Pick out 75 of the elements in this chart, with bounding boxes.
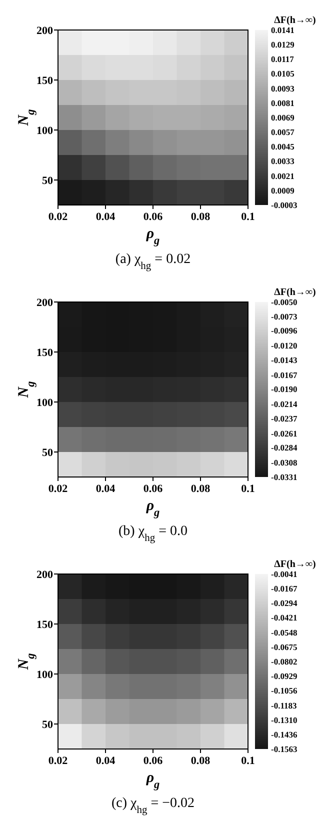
- text: (b) χ$_{hg}$ = 0.0: [118, 524, 188, 544]
- x-tick-label: 0.02: [48, 483, 68, 495]
- x-tick-label: 0.08: [190, 211, 211, 223]
- color-bar-label: 0.0045: [271, 142, 294, 152]
- color-bar-label: 0.0141: [271, 24, 294, 35]
- color-bar-label: 0.0057: [271, 127, 296, 138]
- color-bar-title: ΔF(h→∞): [274, 15, 316, 26]
- y-tick-label: 100: [36, 396, 54, 409]
- color-bar-label: -0.0308: [271, 458, 298, 468]
- x-tick-label: 0.04: [96, 755, 116, 767]
- x-tick-label: 0.04: [96, 211, 116, 223]
- x-axis-title: ρ$_{g}$: [145, 226, 160, 247]
- color-bar-label: -0.0167: [271, 370, 298, 380]
- color-bar-label: -0.0073: [271, 311, 298, 322]
- color-bar-label: -0.0284: [271, 442, 298, 453]
- y-tick-label: 100: [36, 124, 54, 137]
- color-bar-label: -0.0675: [271, 642, 298, 652]
- color-bar-label: -0.0143: [271, 354, 298, 365]
- color-bar-label: -0.0294: [271, 598, 298, 608]
- text: (a) χ$_{hg}$ = 0.02: [115, 252, 191, 272]
- color-bar-label: -0.0929: [271, 671, 298, 682]
- color-bar-label: -0.1056: [271, 686, 298, 696]
- color-bar-label: -0.1310: [271, 714, 298, 725]
- x-tick-label: 0.02: [48, 211, 68, 223]
- y-tick-label: 150: [36, 74, 54, 87]
- x-tick-label: 0.06: [143, 211, 164, 223]
- y-tick-label: 200: [36, 568, 54, 581]
- color-bar-label: 0.0093: [271, 83, 294, 94]
- color-bar-label: -0.1436: [271, 729, 298, 740]
- x-axis-title: ρ$_{g}$: [145, 498, 160, 519]
- color-bar-label: -0.1183: [271, 700, 297, 710]
- color-bar-label: -0.0096: [271, 326, 298, 336]
- color-bar-label: -0.0214: [271, 399, 298, 410]
- x-tick-label: 0.06: [143, 755, 164, 767]
- color-bar-label: -0.0802: [271, 656, 298, 666]
- color-bar-label: 0.0009: [271, 185, 294, 196]
- y-tick-label: 50: [42, 446, 54, 459]
- color-bar-label: 0.0105: [271, 68, 294, 79]
- text: (c) χ$_{hg}$ = −0.02: [111, 796, 195, 816]
- color-bar-label: -0.0003: [271, 200, 298, 210]
- color-bar-label: -0.0167: [271, 583, 298, 594]
- color-bar-label: 0.0129: [271, 40, 294, 50]
- y-tick-label: 50: [42, 718, 54, 731]
- x-tick-label: 0.04: [96, 483, 116, 495]
- x-axis-title: ρ$_{g}$: [145, 770, 160, 791]
- x-tick-label: 0.02: [48, 755, 68, 767]
- y-tick-label: 100: [36, 668, 54, 681]
- color-bar-label: 0.0069: [271, 112, 294, 122]
- color-bar-label: -0.0331: [271, 472, 298, 482]
- x-tick-label: 0.06: [143, 483, 164, 495]
- color-bar-label: -0.0548: [271, 627, 298, 638]
- y-tick-label: 200: [36, 296, 54, 309]
- color-bar-label: 0.0117: [271, 54, 295, 64]
- color-bar-label: -0.0120: [271, 340, 298, 351]
- color-bar-label: -0.0050: [271, 296, 298, 307]
- x-tick-label: 0.1: [241, 211, 255, 223]
- x-tick-label: 0.08: [190, 755, 211, 767]
- color-bar-label: 0.0033: [271, 156, 294, 166]
- color-bar-label: -0.0261: [271, 428, 298, 438]
- x-tick-label: 0.08: [190, 483, 211, 495]
- color-bar-label: -0.1563: [271, 744, 298, 754]
- y-tick-label: 50: [42, 174, 54, 187]
- x-tick-label: 0.1: [241, 755, 255, 767]
- color-bar-title: ΔF(h→∞): [274, 287, 316, 298]
- color-bar-label: -0.0421: [271, 612, 298, 623]
- color-bar-label: 0.0021: [271, 170, 294, 181]
- color-bar-label: -0.0041: [271, 568, 298, 579]
- color-bar-label: -0.0190: [271, 384, 298, 394]
- color-bar-label: -0.0237: [271, 413, 298, 424]
- y-tick-label: 150: [36, 346, 54, 359]
- y-tick-label: 200: [36, 24, 54, 37]
- color-bar-title: ΔF(h→∞): [274, 559, 316, 570]
- x-tick-label: 0.1: [241, 483, 255, 495]
- color-bar-label: 0.0081: [271, 98, 294, 108]
- y-tick-label: 150: [36, 618, 54, 631]
